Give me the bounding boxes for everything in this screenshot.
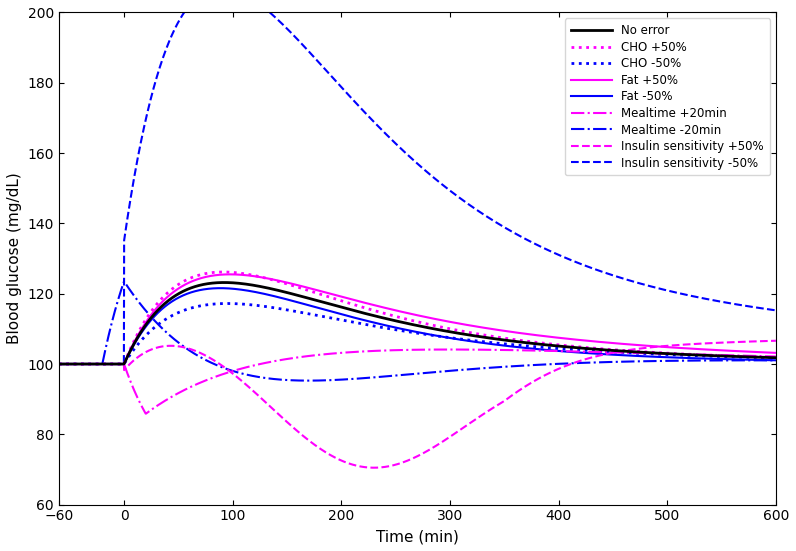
- No error: [54, 361, 64, 368]
- Y-axis label: Blood glucose (mg/dL): Blood glucose (mg/dL): [7, 172, 22, 344]
- Line: Fat -50%: Fat -50%: [59, 288, 776, 364]
- Fat -50%: [330, 309, 339, 316]
- CHO +50%: [771, 354, 781, 361]
- Insulin sensitivity +50%: [680, 341, 689, 348]
- CHO +50%: [330, 295, 339, 302]
- CHO -50%: [54, 361, 64, 368]
- Mealtime -20min: [758, 357, 767, 364]
- CHO +50%: [680, 351, 689, 358]
- CHO +50%: [757, 354, 767, 360]
- CHO +50%: [178, 278, 188, 285]
- No error: [680, 351, 689, 358]
- CHO +50%: [54, 361, 64, 368]
- Fat +50%: [680, 345, 689, 352]
- Mealtime +20min: [136, 401, 146, 408]
- Fat +50%: [361, 300, 370, 306]
- Line: Mealtime +20min: Mealtime +20min: [59, 349, 776, 414]
- Mealtime -20min: [54, 361, 64, 368]
- CHO -50%: [178, 307, 188, 314]
- No error: [136, 329, 146, 336]
- Fat +50%: [178, 282, 188, 289]
- Fat -50%: [216, 285, 225, 291]
- Insulin sensitivity -50%: [361, 110, 370, 116]
- Legend: No error, CHO +50%, CHO -50%, Fat +50%, Fat -50%, Mealtime +20min, Mealtime -20m: No error, CHO +50%, CHO -50%, Fat +50%, …: [565, 18, 770, 175]
- Insulin sensitivity -50%: [771, 307, 781, 314]
- Fat -50%: [771, 357, 781, 364]
- Mealtime -20min: [119, 278, 129, 285]
- Mealtime +20min: [681, 351, 690, 358]
- Fat -50%: [178, 292, 188, 299]
- Line: Fat +50%: Fat +50%: [59, 274, 776, 364]
- CHO -50%: [223, 300, 232, 307]
- No error: [178, 288, 188, 295]
- Mealtime -20min: [136, 301, 146, 308]
- Insulin sensitivity +50%: [757, 338, 767, 344]
- Mealtime +20min: [54, 361, 64, 368]
- Insulin sensitivity -50%: [330, 76, 339, 83]
- No error: [219, 279, 228, 286]
- CHO -50%: [757, 354, 767, 361]
- Fat -50%: [680, 355, 689, 361]
- Insulin sensitivity +50%: [136, 352, 146, 359]
- Insulin sensitivity +50%: [178, 344, 188, 350]
- Mealtime +20min: [758, 353, 767, 359]
- Mealtime -20min: [681, 358, 690, 364]
- No error: [771, 354, 781, 361]
- Mealtime -20min: [771, 357, 781, 364]
- Line: CHO +50%: CHO +50%: [59, 272, 776, 364]
- No error: [361, 310, 370, 317]
- Line: Mealtime -20min: Mealtime -20min: [59, 282, 776, 381]
- CHO -50%: [330, 315, 339, 322]
- Fat -50%: [757, 356, 767, 363]
- Mealtime -20min: [330, 377, 339, 383]
- Insulin sensitivity +50%: [369, 464, 379, 471]
- Line: Insulin sensitivity +50%: Insulin sensitivity +50%: [59, 341, 776, 468]
- Mealtime -20min: [178, 343, 188, 350]
- Line: CHO -50%: CHO -50%: [59, 304, 776, 364]
- CHO +50%: [218, 269, 228, 276]
- CHO -50%: [680, 352, 689, 359]
- Fat +50%: [136, 327, 146, 334]
- Mealtime +20min: [141, 410, 150, 417]
- Mealtime +20min: [771, 353, 781, 360]
- Insulin sensitivity -50%: [54, 361, 64, 368]
- Fat +50%: [757, 349, 767, 355]
- Insulin sensitivity +50%: [360, 464, 369, 471]
- CHO +50%: [361, 305, 370, 311]
- No error: [330, 302, 339, 309]
- Fat +50%: [54, 361, 64, 368]
- Fat +50%: [225, 271, 235, 278]
- Insulin sensitivity +50%: [329, 453, 338, 460]
- CHO -50%: [771, 355, 781, 361]
- Fat -50%: [136, 331, 146, 337]
- Insulin sensitivity +50%: [54, 361, 64, 368]
- Mealtime +20min: [178, 387, 188, 394]
- Fat +50%: [330, 291, 339, 298]
- Insulin sensitivity -50%: [136, 140, 146, 147]
- Fat -50%: [361, 317, 370, 323]
- Mealtime +20min: [330, 350, 339, 356]
- No error: [757, 354, 767, 360]
- Mealtime -20min: [361, 375, 370, 381]
- Line: Insulin sensitivity -50%: Insulin sensitivity -50%: [59, 0, 776, 364]
- Insulin sensitivity -50%: [757, 305, 767, 312]
- Insulin sensitivity -50%: [178, 10, 188, 17]
- Fat +50%: [771, 349, 781, 356]
- X-axis label: Time (min): Time (min): [376, 529, 458, 544]
- Insulin sensitivity +50%: [771, 337, 781, 344]
- Insulin sensitivity -50%: [680, 291, 689, 298]
- CHO -50%: [136, 338, 146, 344]
- CHO -50%: [361, 321, 370, 328]
- CHO +50%: [136, 325, 146, 332]
- Line: No error: No error: [59, 283, 776, 364]
- Mealtime +20min: [444, 346, 454, 353]
- Mealtime -20min: [304, 377, 314, 384]
- Mealtime +20min: [361, 348, 370, 355]
- Fat -50%: [54, 361, 64, 368]
